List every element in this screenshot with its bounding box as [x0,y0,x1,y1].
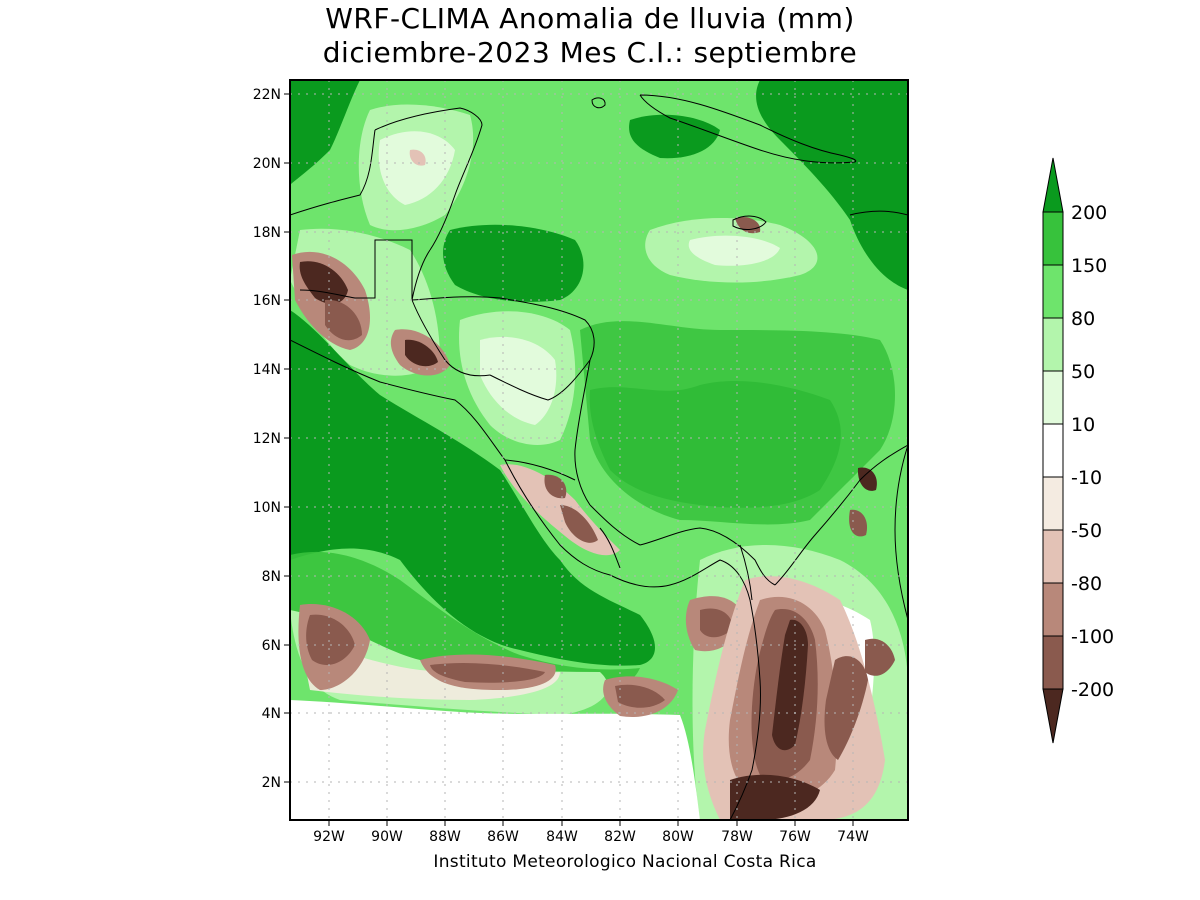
map-field [290,80,908,820]
longitude-labels: 92W 90W 88W 86W 84W 82W 80W 78W 76W 74W [313,829,869,845]
colorbar-bottom-arrow [1042,688,1064,744]
lon-label: 78W [721,829,753,845]
coastline-belize [411,249,431,301]
coastline-isla-juventud [591,97,606,109]
coastline-mexico-west [290,129,376,216]
graticule [290,80,908,820]
lon-label: 76W [779,829,811,845]
map-title-line-1: WRF-CLIMA Anomalia de lluvia (mm) [325,2,855,35]
colorbar-label: -200 [1071,679,1114,701]
colorbar [1042,157,1064,744]
colorbar-bin-m100-m200 [1042,635,1064,690]
lon-label: 84W [546,829,578,845]
lat-label: 12N [253,431,281,447]
lon-label: 86W [487,829,519,845]
lat-label: 18N [253,225,281,241]
coastline-cuba [639,94,857,164]
lon-label: 80W [662,829,694,845]
field-jamaica-pale [688,235,780,266]
lon-label: 90W [371,829,403,845]
map-frame [289,79,909,821]
border-costarica-panama [599,527,621,569]
lon-label: 82W [604,829,636,845]
field-caribbean-mid-green [580,321,895,525]
lon-label: 88W [429,829,461,845]
colorbar-labels: 200 150 80 50 10 -10 -50 -80 -100 -200 [1071,202,1114,701]
field-cayman-dark-green [629,114,720,159]
border-mexico-guatemala [299,239,413,300]
field-nw-dark-green [290,80,360,185]
latitude-labels: 22N 20N 18N 16N 14N 12N 10N 8N 6N 4N 2N [253,87,281,791]
colorbar-top-arrow [1042,157,1064,213]
colorbar-bin-80-150 [1042,264,1064,319]
colorbar-label: -50 [1071,520,1102,542]
lat-label: 6N [262,638,281,654]
coastline-pacific-ca [290,339,611,576]
colorbar-bin-10-50 [1042,370,1064,425]
colorbar-label: 50 [1071,361,1095,383]
colorbar-bin-150-200 [1042,211,1064,266]
colorbar-label: 200 [1071,202,1107,224]
coastline-costa-rica-caribbean [589,504,641,546]
lat-label: 14N [253,362,281,378]
field-equatorial-white [290,700,700,820]
border-nicaragua-costarica [504,459,576,481]
coastlines [290,94,908,820]
lat-label: 2N [262,775,281,791]
credit-text: Instituto Meteorologico Nacional Costa R… [433,852,817,872]
coastline-colombia-east [894,444,908,621]
coastline-hispaniola [849,210,908,216]
colorbar-label: -80 [1071,573,1102,595]
map-title-line-2: diciembre-2023 Mes C.I.: septiembre [322,36,858,69]
colorbar-bin-m80-m100 [1042,582,1064,637]
lat-label: 22N [253,87,281,103]
coastline-colombia-north [774,444,908,586]
lat-label: 8N [262,569,281,585]
lat-label: 10N [253,500,281,516]
colorbar-label: -100 [1071,626,1114,648]
colorbar-label: 80 [1071,308,1095,330]
coastline-nicaragua-caribbean [574,359,591,506]
coastline-panama-south [609,559,762,820]
axis-ticks [284,93,854,826]
border-honduras-nicaragua [489,359,591,401]
border-panama-colombia [739,544,753,601]
negative-anomaly-patches [292,149,895,820]
colorbar-bin-neutral [1042,423,1064,478]
field-gulf-honduras-dark-green [443,224,584,302]
coastline-honduras-north [411,296,595,361]
colorbar-label: 10 [1071,414,1095,436]
lon-label: 92W [313,829,345,845]
coastline-panama-north [639,527,776,586]
colorbar-label: -10 [1071,467,1102,489]
colorbar-bin-m50-m80 [1042,529,1064,584]
lon-label: 74W [837,829,869,845]
coastline-jamaica [732,215,767,230]
field-pacific-dark-green [290,310,655,666]
colorbar-bin-50-80 [1042,317,1064,372]
lat-label: 20N [253,156,281,172]
border-guatemala-honduras [411,299,491,377]
field-northeast-dark-green [756,80,908,290]
colorbar-label: 150 [1071,255,1107,277]
lat-label: 16N [253,293,281,309]
coastline-yucatan [374,107,483,251]
colorbar-bin-m10-m50 [1042,476,1064,531]
field-yucatan-pale [378,131,455,205]
lat-label: 4N [262,706,281,722]
field-nicaragua-pale [480,336,557,425]
